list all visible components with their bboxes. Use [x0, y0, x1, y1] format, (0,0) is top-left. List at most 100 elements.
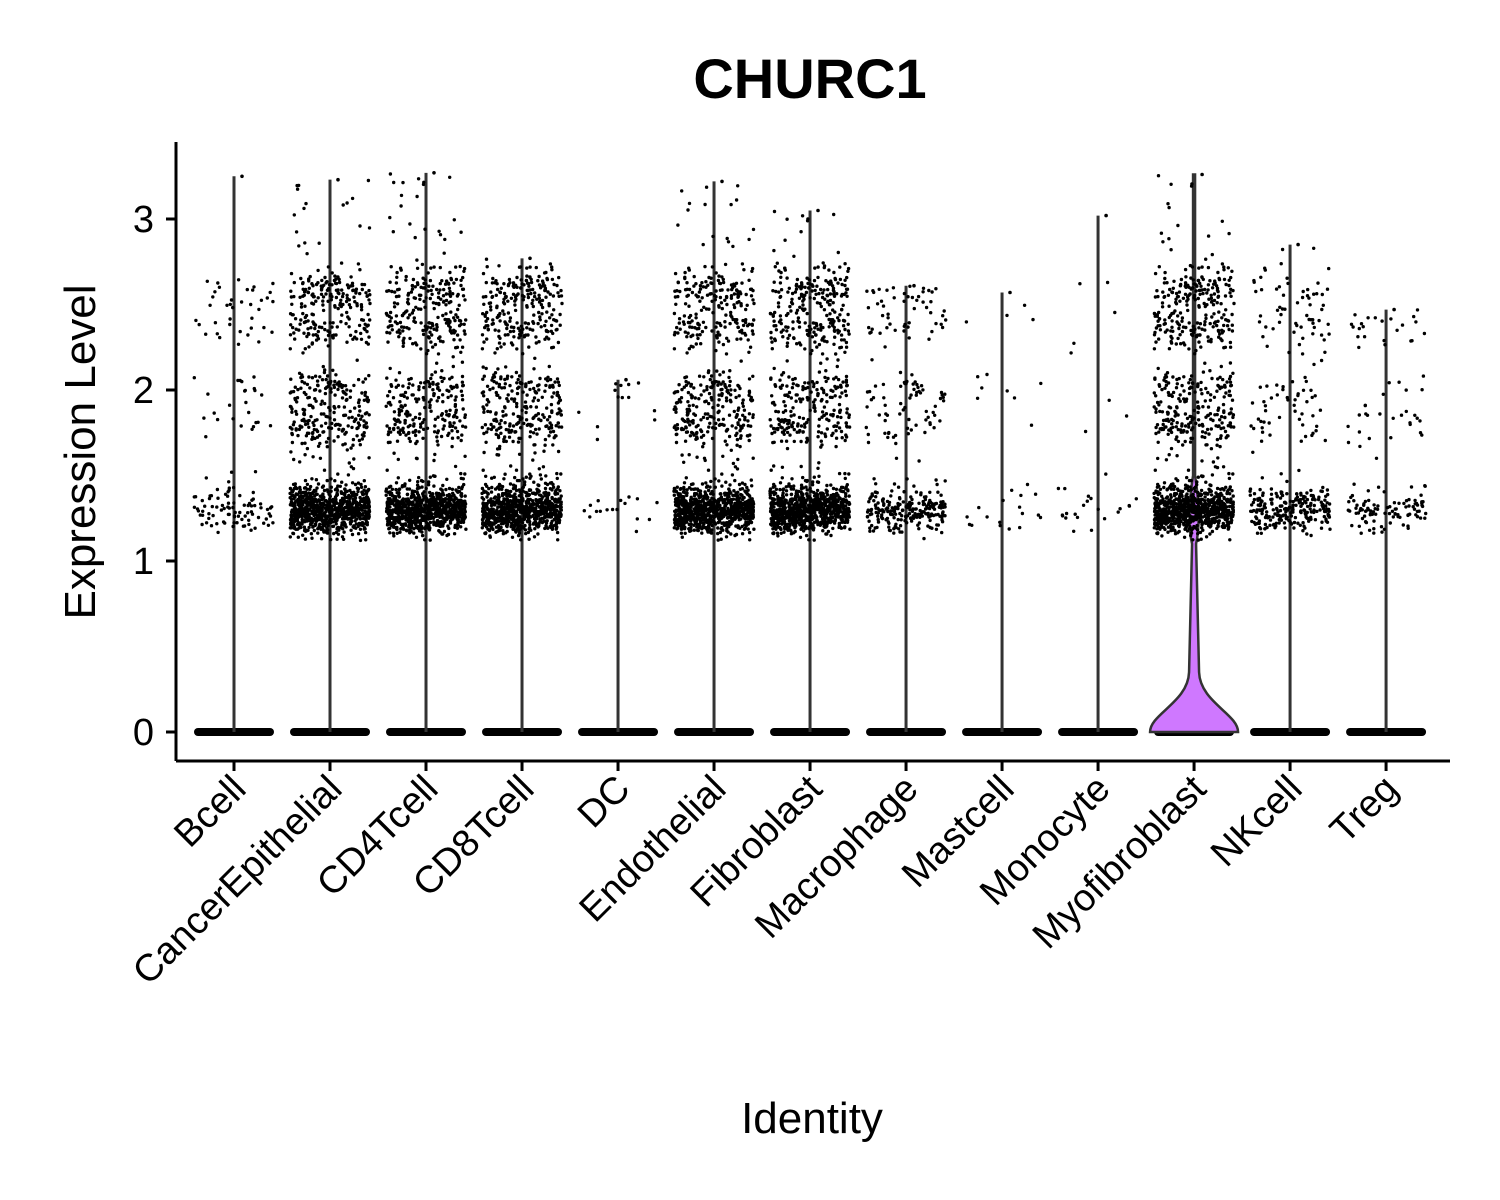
data-point [556, 401, 561, 405]
data-point [745, 303, 749, 307]
nonzero-points [384, 171, 468, 542]
data-point [341, 292, 345, 296]
data-point [514, 488, 519, 493]
data-point [414, 522, 418, 526]
data-point [484, 280, 488, 285]
data-point [396, 517, 400, 522]
data-point [288, 312, 293, 316]
data-point [431, 492, 435, 496]
data-point [480, 425, 484, 430]
data-point [228, 302, 232, 307]
data-point [386, 325, 390, 329]
data-point [499, 345, 503, 349]
data-point [504, 427, 508, 432]
data-point [406, 509, 410, 514]
data-point [367, 226, 372, 230]
data-point [451, 364, 455, 369]
data-point [293, 517, 297, 522]
data-point [490, 510, 494, 515]
data-point [440, 369, 444, 373]
data-point [519, 538, 523, 542]
data-point [356, 377, 361, 382]
data-point [210, 504, 214, 509]
data-point [292, 280, 296, 285]
data-point [361, 491, 365, 496]
data-point [299, 318, 303, 322]
data-point [540, 305, 545, 310]
data-point [499, 519, 503, 523]
data-point [538, 520, 542, 524]
data-point [489, 490, 494, 494]
data-point [460, 345, 465, 349]
data-point [452, 281, 456, 285]
data-point [323, 401, 327, 406]
data-point [441, 427, 445, 431]
data-point [299, 386, 303, 390]
data-point [357, 521, 361, 526]
data-point [511, 412, 516, 416]
data-point [307, 403, 311, 407]
data-point [494, 500, 498, 504]
data-point [520, 524, 524, 529]
data-point [461, 275, 465, 280]
data-point [429, 376, 433, 381]
data-point [550, 496, 554, 501]
data-point [558, 323, 562, 327]
data-point [534, 265, 538, 270]
data-point [203, 504, 207, 508]
data-point [305, 252, 309, 256]
data-point [702, 456, 707, 460]
data-point [311, 421, 315, 425]
data-point [417, 385, 421, 389]
data-point [558, 312, 562, 317]
data-point [539, 477, 543, 481]
data-point [732, 409, 736, 414]
data-point [347, 325, 351, 329]
data-point [516, 414, 520, 419]
data-point [695, 430, 699, 435]
data-point [196, 509, 201, 513]
data-point [691, 431, 695, 435]
data-point [342, 413, 346, 418]
data-point [258, 502, 263, 506]
data-point [526, 322, 531, 326]
data-point [218, 335, 222, 340]
data-point [388, 497, 392, 501]
data-point [456, 292, 460, 297]
data-point [321, 308, 326, 313]
data-point [614, 382, 618, 386]
data-point [343, 384, 348, 388]
data-point [502, 291, 507, 296]
data-point [312, 423, 316, 428]
data-point [555, 520, 559, 525]
data-point [557, 499, 561, 504]
data-point [741, 404, 745, 408]
data-point [537, 274, 541, 279]
data-point [436, 395, 441, 400]
data-point [512, 505, 516, 509]
data-point [741, 413, 745, 417]
data-point [362, 526, 367, 530]
data-point [433, 342, 438, 347]
data-point [321, 523, 326, 527]
data-point [516, 440, 521, 444]
data-point [331, 368, 335, 372]
data-point [448, 498, 452, 503]
data-point [738, 290, 742, 294]
data-point [403, 403, 407, 407]
data-point [424, 505, 428, 509]
data-point [451, 424, 455, 428]
data-point [346, 473, 351, 477]
data-point [326, 299, 330, 303]
nonzero-points [288, 177, 372, 543]
data-point [358, 268, 362, 272]
data-point [333, 506, 338, 510]
data-point [327, 330, 332, 335]
data-point [540, 516, 544, 520]
data-point [505, 502, 510, 506]
data-point [348, 333, 353, 337]
data-point [288, 496, 292, 500]
data-point [485, 403, 489, 407]
data-point [325, 280, 329, 284]
data-point [673, 289, 677, 293]
